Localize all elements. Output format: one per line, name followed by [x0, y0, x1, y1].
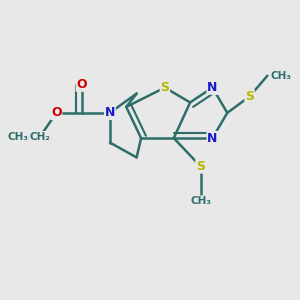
Text: N: N — [105, 106, 115, 119]
Text: CH₃: CH₃ — [271, 71, 292, 81]
Text: O: O — [51, 106, 62, 119]
Text: N: N — [207, 132, 218, 145]
Text: CH₃: CH₃ — [190, 196, 211, 206]
Text: S: S — [160, 81, 169, 94]
Text: CH₃: CH₃ — [7, 132, 28, 142]
Text: CH₂: CH₂ — [30, 132, 50, 142]
Text: S: S — [245, 90, 254, 103]
Text: S: S — [196, 160, 205, 173]
Text: N: N — [207, 81, 218, 94]
Text: O: O — [76, 78, 87, 91]
